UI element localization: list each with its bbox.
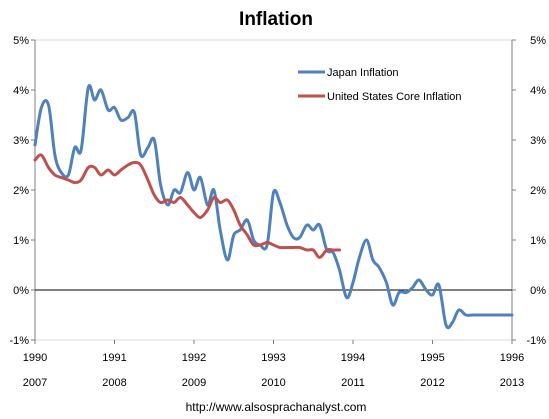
x-tick-label-top: 1993 — [261, 352, 285, 364]
y-tick-label-left: 1% — [13, 235, 29, 247]
legend: Japan Inflation United States Core Inflat… — [298, 67, 462, 103]
y-tick-label-right: 5% — [530, 35, 546, 47]
y-tick-label-right: 2% — [530, 185, 546, 197]
x-tick-label-top: 1994 — [341, 352, 365, 364]
x-tick-label-top: 1995 — [420, 352, 444, 364]
legend-item-japan-label: Japan Inflation — [327, 67, 399, 79]
y-tick-label-right: 3% — [530, 135, 546, 147]
x-tick-label-top: 1990 — [23, 352, 47, 364]
x-tick-label-bottom: 2008 — [102, 377, 126, 389]
x-tick-label-bottom: 2013 — [500, 377, 524, 389]
y-tick-label-left: 2% — [13, 185, 29, 197]
chart-title: Inflation — [239, 9, 313, 30]
x-tick-label-bottom: 2012 — [420, 377, 444, 389]
source-url[interactable]: http://www.alsosprachanalyst.com — [186, 400, 367, 414]
y-tick-label-right: 4% — [530, 85, 546, 97]
y-tick-label-right: -1% — [526, 335, 546, 347]
x-tick-label-bottom: 2011 — [341, 377, 365, 389]
x-tick-label-bottom: 2010 — [261, 377, 285, 389]
japan-inflation-line — [33, 84, 514, 330]
y-tick-label-left: 5% — [13, 35, 29, 47]
series-group — [33, 84, 514, 330]
y-ticks-right: 5% 4% 3% 2% 1% 0% -1% — [512, 35, 546, 347]
y-tick-label-left: 0% — [13, 285, 29, 297]
x-tick-label-bottom: 2009 — [182, 377, 206, 389]
y-tick-label-left: -1% — [9, 335, 29, 347]
y-tick-label-right: 1% — [530, 235, 546, 247]
y-ticks-left: 5% 4% 3% 2% 1% 0% -1% — [9, 35, 35, 347]
legend-item-us-core-label: United States Core Inflation — [327, 91, 462, 103]
y-tick-label-left: 4% — [13, 85, 29, 97]
x-tick-label-bottom: 2007 — [23, 377, 47, 389]
y-tick-label-left: 3% — [13, 135, 29, 147]
us-core-inflation-line — [33, 153, 341, 259]
y-tick-label-right: 0% — [530, 285, 546, 297]
x-ticks: 1990 2007 1991 2008 1992 2009 1993 2010 1994 2011… — [23, 340, 524, 389]
x-tick-label-top: 1992 — [182, 352, 206, 364]
x-tick-label-top: 1996 — [500, 352, 524, 364]
x-tick-label-top: 1991 — [102, 352, 126, 364]
